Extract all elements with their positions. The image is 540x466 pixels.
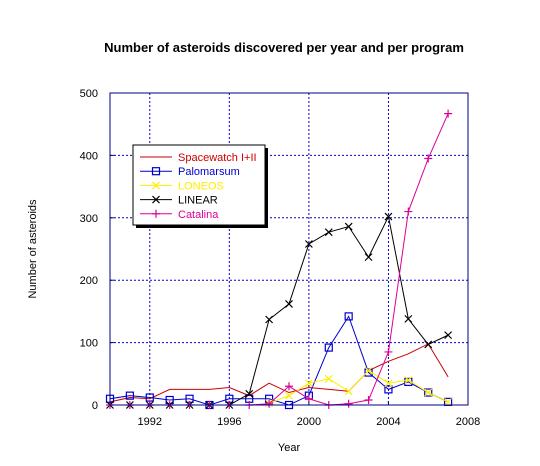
data-point xyxy=(384,347,393,356)
plot-background xyxy=(110,93,468,405)
data-point xyxy=(125,391,134,400)
legend-label: LONEOS xyxy=(178,180,224,192)
data-point xyxy=(324,228,333,237)
series-line xyxy=(109,343,449,403)
data-point xyxy=(404,314,413,323)
data-point xyxy=(344,222,353,231)
data-point xyxy=(324,374,333,383)
data-point xyxy=(344,387,353,396)
legend-label: Spacewatch I+II xyxy=(178,152,257,164)
data-point xyxy=(344,312,353,321)
data-point xyxy=(424,388,433,397)
series-spacewatch-i-ii xyxy=(109,343,449,403)
data-point xyxy=(444,331,453,340)
data-point xyxy=(364,396,373,405)
x-tick-label: 1992 xyxy=(138,416,162,428)
y-tick-label: 100 xyxy=(80,338,98,350)
data-point xyxy=(444,109,453,118)
legend-label: Palomarsum xyxy=(178,166,240,178)
legend-marker xyxy=(152,181,160,190)
data-point xyxy=(304,394,313,403)
x-tick-label: 2004 xyxy=(376,416,400,428)
legend-label: Catalina xyxy=(178,209,219,221)
legend: Spacewatch I+II Palomarsum LONEOS LINEAR Cat… xyxy=(132,144,268,228)
y-tick-label: 500 xyxy=(80,88,98,100)
data-point xyxy=(304,240,313,248)
data-point xyxy=(424,388,433,397)
chart-title: Number of asteroids discovered per year … xyxy=(104,40,464,55)
legend-marker xyxy=(152,195,160,204)
y-tick-label: 300 xyxy=(80,213,98,225)
legend-marker xyxy=(152,209,160,218)
data-point xyxy=(384,379,393,388)
data-point xyxy=(304,379,313,388)
legend-marker xyxy=(151,167,161,176)
data-point xyxy=(245,389,254,398)
data-point xyxy=(344,399,353,408)
x-axis-label: Year xyxy=(278,442,301,454)
data-point xyxy=(444,397,453,406)
y-axis-label: Number of asteroids xyxy=(27,199,39,299)
plot-area: 1992 1996 2000 2004 2008 0 100 200 300 400 500 Spac… xyxy=(80,88,481,428)
legend-label: LINEAR xyxy=(178,195,218,207)
data-point xyxy=(404,376,413,384)
x-tick-label: 2008 xyxy=(456,416,480,428)
series-loneos xyxy=(265,366,453,408)
x-tick-label: 2000 xyxy=(297,416,321,428)
data-point xyxy=(364,253,373,262)
data-point xyxy=(285,382,293,391)
y-tick-label: 200 xyxy=(80,275,98,287)
x-tick-label: 1996 xyxy=(217,416,241,428)
plot-frame xyxy=(109,92,469,406)
data-point xyxy=(324,343,333,352)
data-point xyxy=(424,154,433,163)
data-point xyxy=(384,385,393,394)
data-point xyxy=(285,299,293,308)
data-point xyxy=(285,391,293,400)
y-tick-label: 0 xyxy=(92,400,98,412)
data-point xyxy=(364,366,373,375)
data-point xyxy=(384,212,393,221)
data-point xyxy=(265,315,274,324)
y-tick-label: 400 xyxy=(80,150,98,162)
series-line xyxy=(268,370,449,404)
data-point xyxy=(424,340,433,349)
data-point xyxy=(404,207,413,216)
data-point xyxy=(265,399,274,408)
